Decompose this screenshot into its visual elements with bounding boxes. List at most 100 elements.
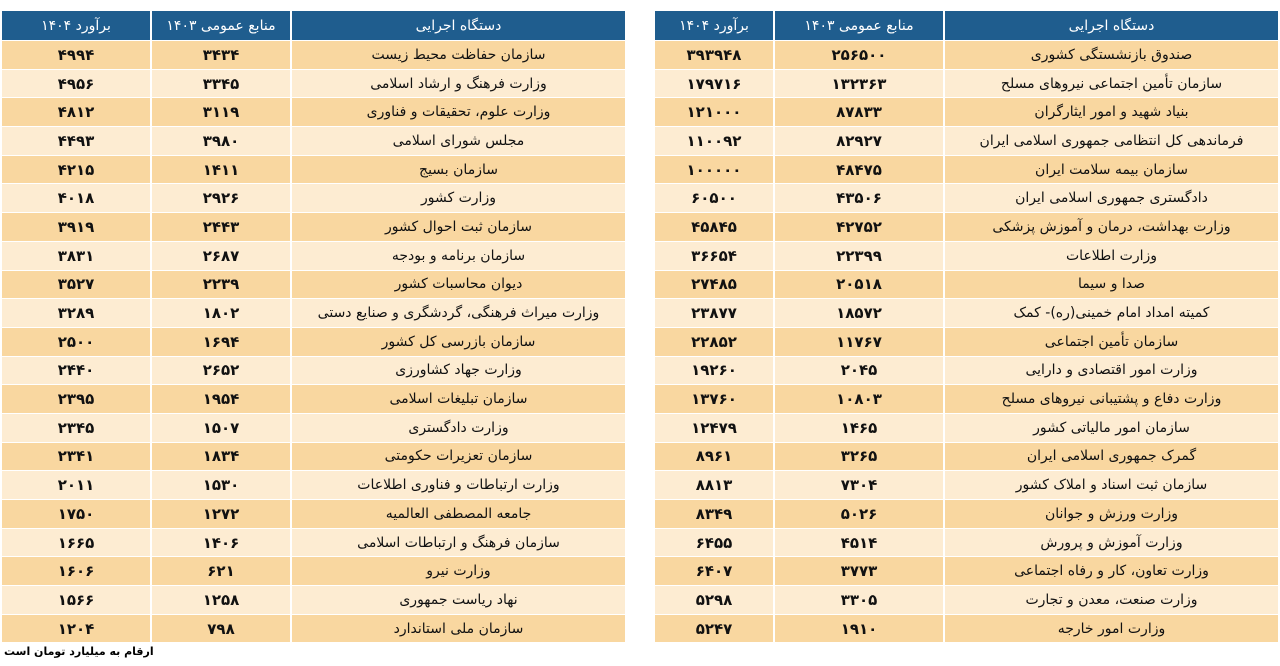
column-header: برآورد ۱۴۰۴ xyxy=(655,11,773,40)
table-row: وزارت نیرو ۶۲۱ ۱۶۰۶ xyxy=(2,557,625,586)
number-cell: ۴۰۱۸ xyxy=(2,184,150,213)
name-cell: دیوان محاسبات کشور xyxy=(292,270,625,299)
table-row: گمرک جمهوری اسلامی ایران ۳۲۶۵ ۸۹۶۱ xyxy=(655,442,1278,471)
table-row: وزارت تعاون، کار و رفاه اجتماعی ۳۷۷۳ ۶۴۰۷ xyxy=(655,557,1278,586)
number-cell: ۸۷۸۳۳ xyxy=(775,98,943,127)
number-cell: ۱۵۶۶ xyxy=(2,586,150,614)
number-cell: ۲۷۴۸۵ xyxy=(655,270,773,299)
name-cell: سازمان امور مالیاتی کشور xyxy=(945,413,1278,442)
table-row: دادگستری جمهوری اسلامی ایران ۴۳۵۰۶ ۶۰۵۰۰ xyxy=(655,184,1278,213)
table-row: صندوق بازنشستگی کشوری ۲۵۶۵۰۰ ۳۹۳۹۴۸ xyxy=(655,41,1278,69)
number-cell: ۲۳۹۵ xyxy=(2,385,150,413)
name-cell: وزارت جهاد کشاورزی xyxy=(292,356,625,385)
table-row: نهاد ریاست جمهوری ۱۲۵۸ ۱۵۶۶ xyxy=(2,586,625,614)
number-cell: ۲۰۵۱۸ xyxy=(775,270,943,299)
name-cell: سازمان حفاظت محیط زیست xyxy=(292,41,625,69)
number-cell: ۵۲۹۸ xyxy=(655,586,773,614)
table-row: سازمان ملی استاندارد ۷۹۸ ۱۲۰۴ xyxy=(2,614,625,643)
table-body: سازمان حفاظت محیط زیست ۳۴۳۴ ۴۹۹۴ وزارت فرهن… xyxy=(2,41,625,643)
table-row: کمیته امداد امام خمینی(ره)- کمک ۱۸۵۷۲ ۲۳۸۷… xyxy=(655,299,1278,327)
data-table: دستگاه اجرایی منابع عمومی ۱۴۰۳ برآورد ۱۴۰۴… xyxy=(0,10,627,644)
number-cell: ۴۸۱۲ xyxy=(2,98,150,127)
column-header: دستگاه اجرایی xyxy=(292,11,625,40)
column-header: منابع عمومی ۱۴۰۳ xyxy=(775,11,943,40)
name-cell: وزارت علوم، تحقیقات و فناوری xyxy=(292,98,625,127)
number-cell: ۳۲۸۹ xyxy=(2,299,150,327)
number-cell: ۳۶۶۵۴ xyxy=(655,241,773,270)
name-cell: سازمان بیمه سلامت ایران xyxy=(945,155,1278,184)
name-cell: گمرک جمهوری اسلامی ایران xyxy=(945,442,1278,471)
name-cell: سازمان فرهنگ و ارتباطات اسلامی xyxy=(292,528,625,557)
name-cell: وزارت آموزش و پرورش xyxy=(945,528,1278,557)
number-cell: ۴۳۵۰۶ xyxy=(775,184,943,213)
name-cell: وزارت امور خارجه xyxy=(945,614,1278,643)
number-cell: ۲۲۸۵۲ xyxy=(655,327,773,356)
data-table: دستگاه اجرایی منابع عمومی ۱۴۰۳ برآورد ۱۴۰۴… xyxy=(653,10,1280,644)
number-cell: ۱۸۰۲ xyxy=(152,299,290,327)
name-cell: سازمان ثبت اسناد و املاک کشور xyxy=(945,471,1278,499)
table-row: سازمان بیمه سلامت ایران ۴۸۴۷۵ ۱۰۰۰۰۰ xyxy=(655,155,1278,184)
number-cell: ۴۸۴۷۵ xyxy=(775,155,943,184)
number-cell: ۸۸۱۳ xyxy=(655,471,773,499)
number-cell: ۱۴۶۵ xyxy=(775,413,943,442)
number-cell: ۳۸۳۱ xyxy=(2,241,150,270)
number-cell: ۱۷۵۰ xyxy=(2,500,150,528)
table-row: وزارت جهاد کشاورزی ۲۶۵۲ ۲۴۴۰ xyxy=(2,356,625,385)
number-cell: ۸۲۹۲۷ xyxy=(775,127,943,155)
number-cell: ۳۹۳۹۴۸ xyxy=(655,41,773,69)
number-cell: ۶۰۵۰۰ xyxy=(655,184,773,213)
number-cell: ۲۴۴۳ xyxy=(152,213,290,241)
table-row: وزارت بهداشت، درمان و آموزش پزشکی ۴۲۷۵۲ ۴۵… xyxy=(655,213,1278,241)
number-cell: ۱۳۲۳۶۳ xyxy=(775,69,943,98)
number-cell: ۱۹۱۰ xyxy=(775,614,943,643)
number-cell: ۲۵۶۵۰۰ xyxy=(775,41,943,69)
number-cell: ۳۵۲۷ xyxy=(2,270,150,299)
number-cell: ۱۱۷۶۷ xyxy=(775,327,943,356)
table-row: سازمان تأمین اجتماعی نیروهای مسلح ۱۳۲۳۶۳ ۱… xyxy=(655,69,1278,98)
name-cell: کمیته امداد امام خمینی(ره)- کمک xyxy=(945,299,1278,327)
number-cell: ۳۷۷۳ xyxy=(775,557,943,586)
name-cell: وزارت امور اقتصادی و دارایی xyxy=(945,356,1278,385)
number-cell: ۶۲۱ xyxy=(152,557,290,586)
number-cell: ۲۶۵۲ xyxy=(152,356,290,385)
number-cell: ۲۶۸۷ xyxy=(152,241,290,270)
name-cell: وزارت بهداشت، درمان و آموزش پزشکی xyxy=(945,213,1278,241)
name-cell: سازمان تأمین اجتماعی xyxy=(945,327,1278,356)
name-cell: سازمان بسیج xyxy=(292,155,625,184)
table-row: وزارت دفاع و پشتیبانی نیروهای مسلح ۱۰۸۰۳ ۱… xyxy=(655,385,1278,413)
number-cell: ۲۲۳۹۹ xyxy=(775,241,943,270)
table-row: وزارت امور اقتصادی و دارایی ۲۰۴۵ ۱۹۲۶۰ xyxy=(655,356,1278,385)
number-cell: ۲۰۱۱ xyxy=(2,471,150,499)
number-cell: ۱۲۰۴ xyxy=(2,614,150,643)
table-row: فرماندهی کل انتظامی جمهوری اسلامی ایران ۸… xyxy=(655,127,1278,155)
header-row: دستگاه اجرایی منابع عمومی ۱۴۰۳ برآورد ۱۴۰۴ xyxy=(655,11,1278,40)
number-cell: ۸۳۴۹ xyxy=(655,500,773,528)
table-row: سازمان ثبت احوال کشور ۲۴۴۳ ۳۹۱۹ xyxy=(2,213,625,241)
table-header: دستگاه اجرایی منابع عمومی ۱۴۰۳ برآورد ۱۴۰۴ xyxy=(2,11,625,40)
name-cell: وزارت دادگستری xyxy=(292,413,625,442)
number-cell: ۱۷۹۷۱۶ xyxy=(655,69,773,98)
number-cell: ۲۵۰۰ xyxy=(2,327,150,356)
name-cell: وزارت کشور xyxy=(292,184,625,213)
number-cell: ۲۹۲۶ xyxy=(152,184,290,213)
name-cell: سازمان تعزیرات حکومتی xyxy=(292,442,625,471)
name-cell: وزارت ورزش و جوانان xyxy=(945,500,1278,528)
table-row: سازمان بسیج ۱۴۱۱ ۴۲۱۵ xyxy=(2,155,625,184)
table-row: وزارت کشور ۲۹۲۶ ۴۰۱۸ xyxy=(2,184,625,213)
number-cell: ۴۲۷۵۲ xyxy=(775,213,943,241)
table-row: سازمان فرهنگ و ارتباطات اسلامی ۱۴۰۶ ۱۶۶۵ xyxy=(2,528,625,557)
number-cell: ۱۲۴۷۹ xyxy=(655,413,773,442)
name-cell: نهاد ریاست جمهوری xyxy=(292,586,625,614)
number-cell: ۱۸۵۷۲ xyxy=(775,299,943,327)
name-cell: سازمان تبلیغات اسلامی xyxy=(292,385,625,413)
table-row: سازمان بازرسی کل کشور ۱۶۹۴ ۲۵۰۰ xyxy=(2,327,625,356)
number-cell: ۳۳۰۵ xyxy=(775,586,943,614)
name-cell: وزارت صنعت، معدن و تجارت xyxy=(945,586,1278,614)
number-cell: ۴۵۱۴ xyxy=(775,528,943,557)
table-row: وزارت ارتباطات و فناوری اطلاعات ۱۵۳۰ ۲۰۱۱ xyxy=(2,471,625,499)
name-cell: وزارت میراث فرهنگی، گردشگری و صنایع دستی xyxy=(292,299,625,327)
number-cell: ۸۹۶۱ xyxy=(655,442,773,471)
number-cell: ۲۳۴۵ xyxy=(2,413,150,442)
number-cell: ۳۹۱۹ xyxy=(2,213,150,241)
